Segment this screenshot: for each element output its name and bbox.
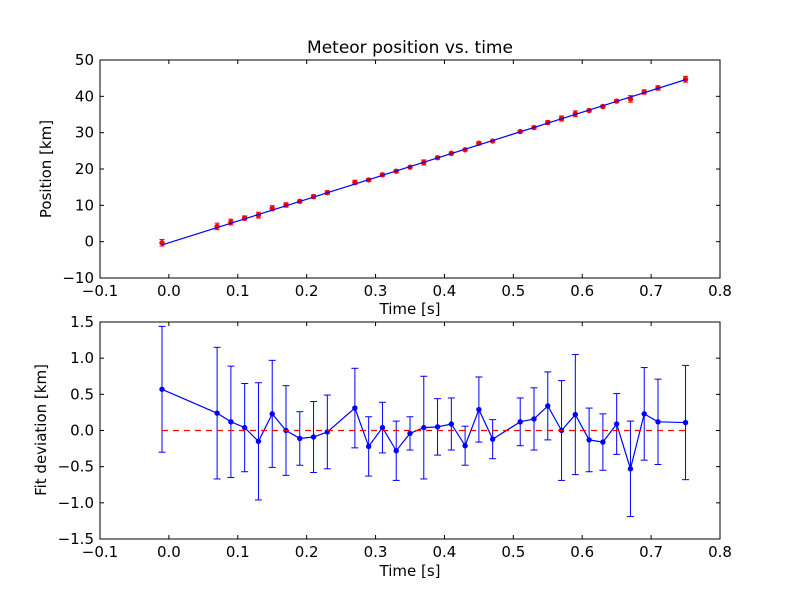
deviation-data-point — [365, 443, 372, 450]
deviation-data-point — [310, 434, 317, 440]
deviation-data-point — [379, 424, 386, 431]
position-axes-frame — [99, 59, 721, 279]
deviation-y-tick-label: 0.5 — [70, 385, 94, 403]
deviation-data-point — [407, 430, 413, 437]
deviation-data-point — [572, 411, 579, 418]
position-chart-title: Meteor position vs. time — [307, 38, 513, 58]
position-panel: −0.1 0.0 0.1 0.2 0.3 0.4 0.5 0.6 0.7 0.8 −10 0 10 20 3… — [37, 38, 732, 318]
deviation-data-point — [545, 403, 551, 409]
deviation-data-point — [531, 416, 537, 422]
deviation-data-point — [393, 448, 399, 454]
position-y-tick-label: 50 — [75, 51, 94, 69]
deviation-data-point — [627, 466, 634, 472]
position-data-point — [682, 76, 689, 82]
deviation-data-point — [613, 421, 620, 427]
position-x-tick-label: 0.3 — [364, 282, 388, 300]
deviation-data-point — [517, 419, 523, 425]
deviation-data-point — [352, 405, 358, 411]
deviation-y-tick-label: 1.5 — [70, 313, 94, 331]
position-x-tick-label: −0.1 — [82, 282, 118, 300]
deviation-data-point — [159, 386, 165, 392]
position-x-tick-label: 0.8 — [708, 282, 732, 300]
position-y-tick-label: 20 — [75, 160, 94, 178]
deviation-y-tick-label: −1.0 — [58, 494, 94, 512]
deviation-data-point — [297, 435, 303, 442]
position-y-tick-label: −10 — [62, 269, 94, 287]
position-y-axis-label: Position [km] — [37, 120, 55, 218]
deviation-marks — [158, 325, 690, 518]
deviation-data-point — [586, 437, 592, 443]
position-fit-line — [161, 79, 686, 246]
deviation-x-tick-label: 0.4 — [433, 543, 457, 561]
deviation-data-point — [641, 411, 647, 417]
deviation-y-tick-label: −0.5 — [58, 458, 94, 476]
deviation-x-tick-label: 0.2 — [295, 543, 319, 561]
deviation-y-tick-label: 1.0 — [70, 349, 94, 367]
deviation-x-tick-label: −0.1 — [82, 543, 118, 561]
deviation-x-tick-label: 0.6 — [570, 543, 594, 561]
position-x-axis-label: Time [s] — [379, 300, 441, 318]
deviation-y-tick-label: −1.5 — [58, 530, 94, 548]
deviation-y-axis-label: Fit deviation [km] — [32, 364, 50, 496]
deviation-data-point — [655, 419, 661, 425]
deviation-data-point — [255, 438, 262, 445]
deviation-data-point — [214, 410, 220, 416]
deviation-data-point — [228, 419, 234, 425]
deviation-x-tick-label: 0.3 — [364, 543, 388, 561]
deviation-x-tick-label: 0.7 — [639, 543, 663, 561]
position-x-tick-label: 0.1 — [226, 282, 250, 300]
position-data-point — [159, 240, 165, 246]
position-x-tick-label: 0.4 — [433, 282, 457, 300]
deviation-x-tick-label: 0.8 — [708, 543, 732, 561]
position-marks — [159, 75, 689, 247]
position-y-tick-label: 0 — [84, 233, 94, 251]
position-y-tick-label: 30 — [75, 124, 94, 142]
position-y-tick-label: 40 — [75, 87, 94, 105]
deviation-data-point — [682, 419, 689, 426]
deviation-data-point — [489, 436, 496, 442]
deviation-data-point — [448, 421, 455, 427]
position-x-tick-label: 0.0 — [157, 282, 181, 300]
deviation-ticks: −0.1 0.0 0.1 0.2 0.3 0.4 0.5 0.6 0.7 0.8 −1.5 −1.0 −… — [58, 313, 732, 561]
position-x-tick-label: 0.6 — [570, 282, 594, 300]
deviation-x-axis-label: Time [s] — [379, 562, 441, 580]
deviation-y-tick-label: 0.0 — [70, 422, 94, 440]
deviation-data-point — [600, 439, 606, 445]
deviation-x-tick-label: 0.1 — [226, 543, 250, 561]
deviation-data-point — [434, 424, 441, 430]
deviation-data-point — [462, 442, 468, 449]
position-x-tick-label: 0.7 — [639, 282, 663, 300]
position-y-tick-label: 10 — [75, 196, 94, 214]
position-ticks: −0.1 0.0 0.1 0.2 0.3 0.4 0.5 0.6 0.7 0.8 −10 0 10 20 3… — [62, 51, 732, 300]
deviation-data-point — [269, 411, 275, 417]
deviation-data-point — [476, 406, 482, 413]
deviation-x-tick-label: 0.5 — [501, 543, 525, 561]
deviation-x-tick-label: 0.0 — [157, 543, 181, 561]
position-x-tick-label: 0.2 — [295, 282, 319, 300]
position-x-tick-label: 0.5 — [501, 282, 525, 300]
deviation-panel: −0.1 0.0 0.1 0.2 0.3 0.4 0.5 0.6 0.7 0.8 −1.5 −1.0 −… — [32, 313, 732, 580]
deviation-axes-frame — [99, 321, 721, 540]
deviation-data-point — [241, 424, 248, 431]
deviation-data-point — [421, 424, 427, 431]
